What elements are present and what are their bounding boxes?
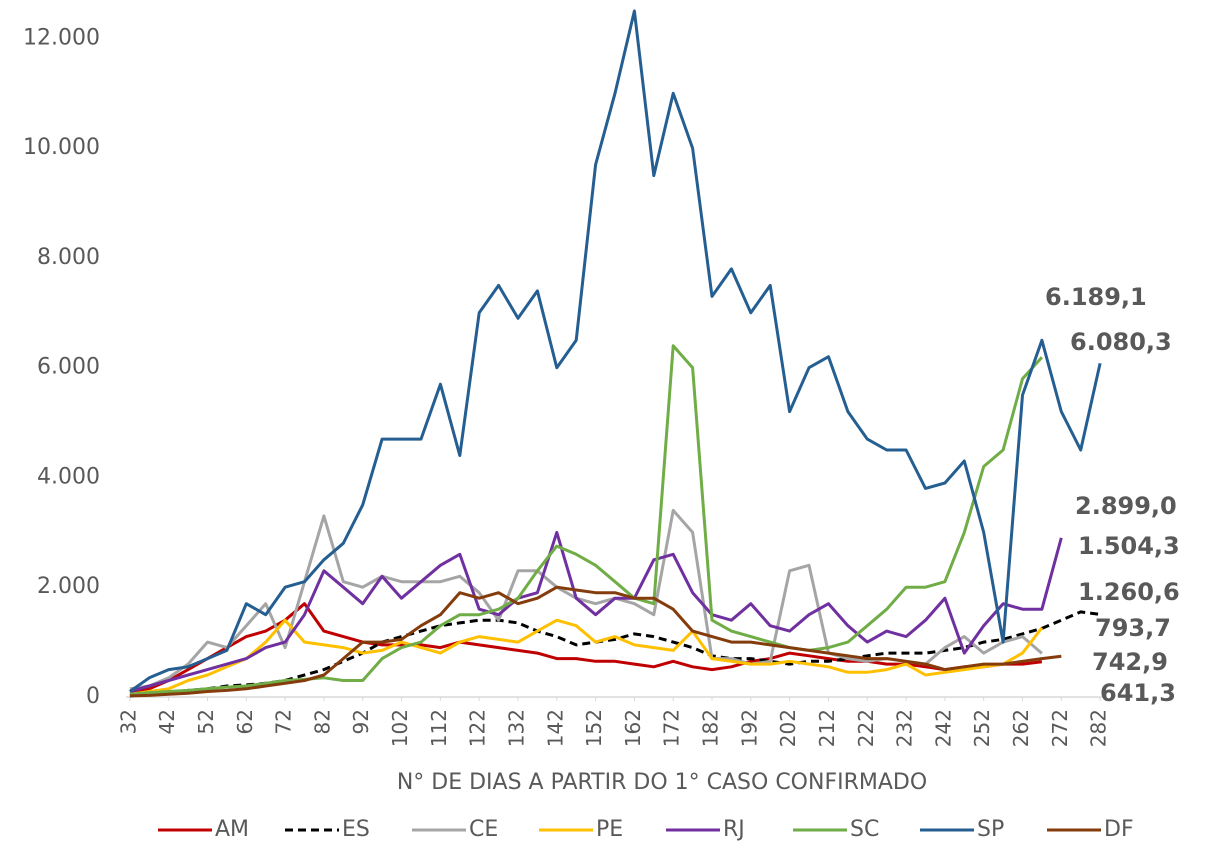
value-label: 6.189,1	[1045, 283, 1147, 311]
x-tick-label: 202	[776, 709, 800, 747]
x-tick-label: 182	[699, 709, 723, 747]
x-tick-label: 232	[893, 709, 917, 747]
value-label: 1.504,3	[1078, 532, 1180, 560]
y-tick-label: 10.000	[23, 135, 100, 160]
x-tick-label: 152	[582, 709, 606, 747]
x-tick-label: 62	[233, 709, 257, 734]
x-tick-label: 42	[155, 709, 179, 734]
x-tick-label: 112	[427, 709, 451, 747]
value-label: 641,3	[1100, 679, 1176, 707]
x-tick-label: 282	[1087, 709, 1111, 747]
x-tick-label: 272	[1048, 709, 1072, 747]
legend-label: SC	[850, 817, 879, 842]
x-tick-label: 242	[931, 709, 955, 747]
value-label: 2.899,0	[1075, 492, 1177, 520]
x-tick-label: 82	[310, 709, 334, 734]
y-tick-label: 12.000	[23, 25, 100, 50]
x-tick-label: 142	[543, 709, 567, 747]
series-line	[129, 618, 1044, 696]
legend-label: DF	[1104, 817, 1134, 842]
value-label: 1.260,6	[1078, 578, 1180, 606]
x-tick-label: 222	[854, 709, 878, 747]
y-tick-label: 4.000	[37, 464, 100, 489]
series-line	[129, 530, 1063, 693]
legend-label: RJ	[723, 817, 745, 842]
legend-label: CE	[469, 817, 498, 842]
x-tick-label: 192	[737, 709, 761, 747]
x-tick-label: 72	[272, 709, 296, 734]
value-label: 742,9	[1092, 648, 1168, 676]
x-tick-label: 132	[504, 709, 528, 747]
legend-label: ES	[342, 817, 370, 842]
x-tick-label: 162	[621, 709, 645, 747]
x-tick-label: 52	[194, 709, 218, 734]
x-tick-label: 262	[1009, 709, 1033, 747]
x-axis-title: N° DE DIAS A PARTIR DO 1° CASO CONFIRMAD…	[397, 770, 927, 795]
x-tick-label: 252	[970, 709, 994, 747]
legend-label: SP	[977, 817, 1004, 842]
x-tick-label: 102	[388, 709, 412, 747]
y-tick-label: 6.000	[37, 355, 100, 380]
x-tick-label: 172	[660, 709, 684, 747]
value-label: 6.080,3	[1070, 328, 1172, 356]
value-label: 793,7	[1095, 614, 1171, 642]
x-tick-label: 92	[349, 709, 373, 734]
series-line	[129, 344, 1044, 696]
y-tick-label: 2.000	[37, 574, 100, 599]
y-tick-label: 8.000	[37, 245, 100, 270]
x-tick-label: 122	[466, 709, 490, 747]
series-line	[129, 585, 1062, 698]
x-tick-label: 32	[116, 709, 140, 734]
legend-label: AM	[215, 817, 249, 842]
series-line	[129, 9, 1102, 693]
legend-label: PE	[596, 817, 623, 842]
y-tick-label: 0	[86, 684, 100, 709]
x-tick-label: 212	[815, 709, 839, 747]
